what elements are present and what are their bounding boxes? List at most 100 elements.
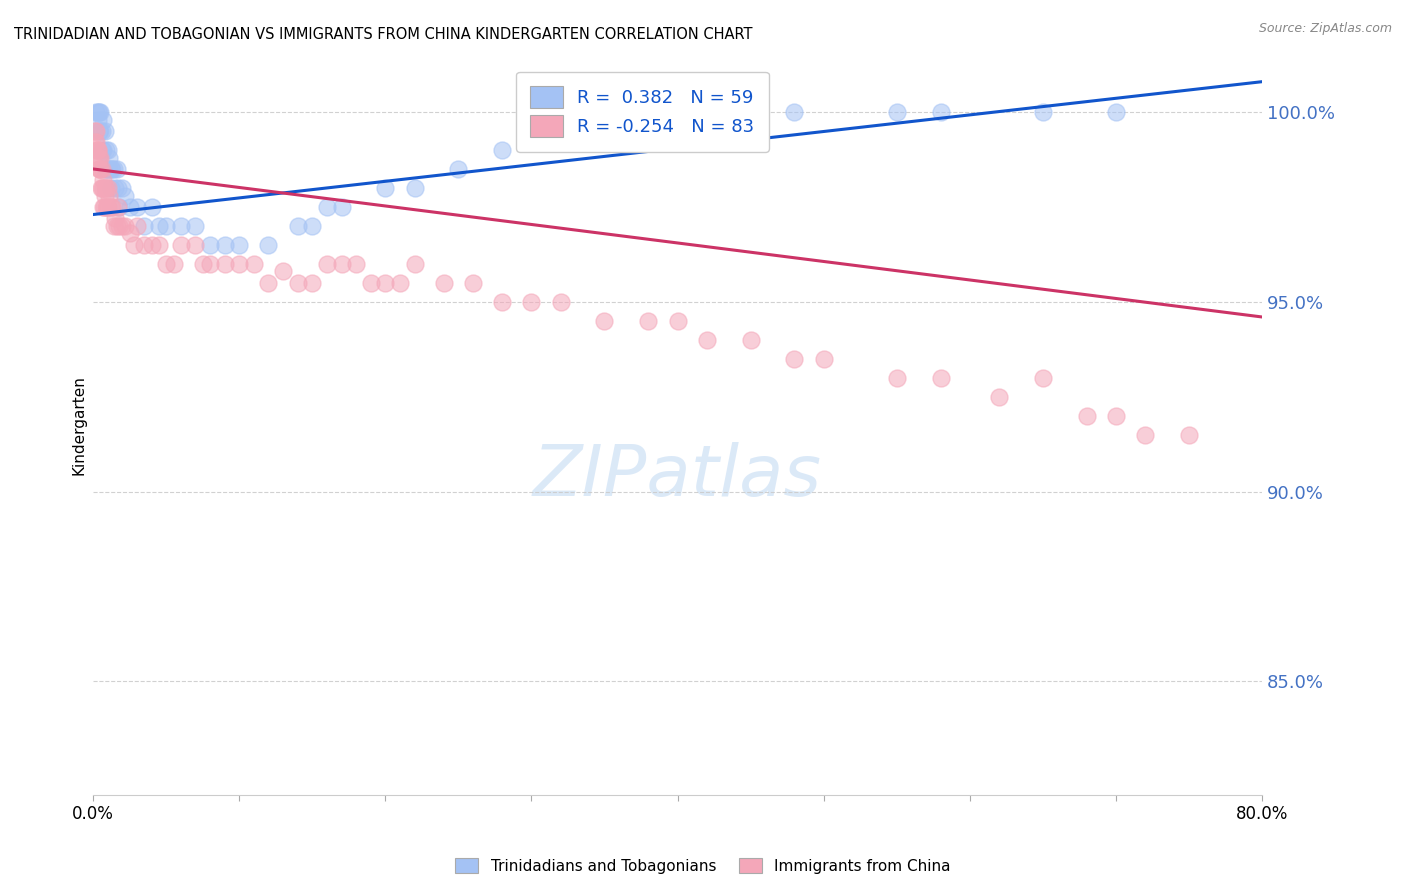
Point [287,219,309,233]
Point [1105,409,1128,423]
Point [108,200,131,214]
Point [97,161,120,176]
Point [316,200,339,214]
Point [301,219,323,233]
Point [105,161,128,176]
Point [107,200,129,214]
Point [162,257,184,271]
Point [783,351,806,366]
Point [637,314,659,328]
Point [783,105,806,120]
Point [666,314,689,328]
Point [89,124,111,138]
Point [257,238,280,252]
Point [148,219,170,233]
Point [593,105,616,120]
Point [433,276,456,290]
Point [87,151,110,165]
Point [94,181,117,195]
Point [100,200,122,214]
Point [96,200,118,214]
Point [86,105,108,120]
Point [344,257,367,271]
Point [184,238,207,252]
Point [461,276,484,290]
Point [637,105,659,120]
Point [118,227,141,241]
Point [287,276,309,290]
Point [97,181,120,195]
Point [87,151,110,165]
Point [1178,427,1201,442]
Point [104,181,127,195]
Point [184,219,207,233]
Point [491,294,513,309]
Point [148,238,170,252]
Point [100,181,122,195]
Point [1076,409,1098,423]
Point [86,112,108,127]
Point [191,257,214,271]
Point [198,257,221,271]
Point [1133,427,1156,442]
Point [94,188,117,202]
Point [96,143,118,157]
Point [214,238,236,252]
Legend: R =  0.382   N = 59, R = -0.254   N = 83: R = 0.382 N = 59, R = -0.254 N = 83 [516,71,769,152]
Point [550,294,572,309]
Point [550,124,572,138]
Point [696,105,718,120]
Point [93,200,115,214]
Point [101,200,124,214]
Point [214,257,236,271]
Point [89,105,111,120]
Point [316,257,339,271]
Point [404,257,426,271]
Point [886,370,908,384]
Point [90,181,112,195]
Point [101,161,124,176]
Point [987,390,1010,404]
Point [330,257,353,271]
Point [86,143,108,157]
Point [593,314,616,328]
Point [86,143,108,157]
Point [243,257,266,271]
Point [118,200,141,214]
Point [93,173,115,187]
Point [388,276,411,290]
Point [170,238,193,252]
Point [1032,105,1054,120]
Point [257,276,280,290]
Point [134,219,156,233]
Point [84,105,107,120]
Point [86,143,108,157]
Point [228,257,250,271]
Point [170,219,193,233]
Point [929,105,952,120]
Point [740,105,762,120]
Point [91,181,114,195]
Point [107,181,129,195]
Point [360,276,382,290]
Point [93,181,115,195]
Point [141,200,163,214]
Point [141,238,163,252]
Point [813,351,835,366]
Point [929,370,952,384]
Text: TRINIDADIAN AND TOBAGONIAN VS IMMIGRANTS FROM CHINA KINDERGARTEN CORRELATION CHA: TRINIDADIAN AND TOBAGONIAN VS IMMIGRANTS… [14,27,752,42]
Point [83,124,105,138]
Point [271,264,294,278]
Point [103,161,125,176]
Point [155,257,177,271]
Point [94,124,117,138]
Point [374,276,396,290]
Point [114,188,136,202]
Point [84,124,107,138]
Point [520,294,543,309]
Point [886,105,908,120]
Point [301,276,323,290]
Point [125,219,148,233]
Point [111,181,134,195]
Point [96,200,118,214]
